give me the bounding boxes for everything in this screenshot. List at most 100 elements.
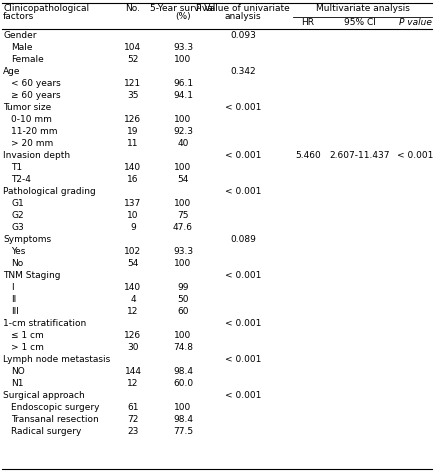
Text: 98.4: 98.4 — [173, 415, 193, 424]
Text: 100: 100 — [174, 163, 192, 172]
Text: 137: 137 — [125, 199, 141, 208]
Text: 75: 75 — [177, 211, 189, 220]
Text: 72: 72 — [127, 415, 139, 424]
Text: 4: 4 — [130, 295, 136, 304]
Text: 30: 30 — [127, 343, 139, 352]
Text: 0.089: 0.089 — [230, 235, 256, 244]
Text: No: No — [11, 259, 23, 268]
Text: 35: 35 — [127, 91, 139, 100]
Text: 54: 54 — [178, 175, 189, 184]
Text: analysis: analysis — [225, 12, 261, 21]
Text: Invasion depth: Invasion depth — [3, 151, 70, 160]
Text: 60: 60 — [177, 307, 189, 316]
Text: P Value of univariate: P Value of univariate — [196, 4, 290, 13]
Text: 23: 23 — [127, 427, 139, 436]
Text: 104: 104 — [125, 43, 141, 52]
Text: 61: 61 — [127, 403, 139, 412]
Text: (%): (%) — [175, 12, 191, 21]
Text: < 0.001: < 0.001 — [225, 187, 261, 196]
Text: Transanal resection: Transanal resection — [11, 415, 99, 424]
Text: Age: Age — [3, 67, 20, 76]
Text: 100: 100 — [174, 331, 192, 340]
Text: > 20 mm: > 20 mm — [11, 139, 53, 148]
Text: 93.3: 93.3 — [173, 247, 193, 256]
Text: 47.6: 47.6 — [173, 223, 193, 232]
Text: 77.5: 77.5 — [173, 427, 193, 436]
Text: < 0.001: < 0.001 — [225, 271, 261, 280]
Text: Radical surgery: Radical surgery — [11, 427, 82, 436]
Text: G2: G2 — [11, 211, 23, 220]
Text: 100: 100 — [174, 403, 192, 412]
Text: Surgical approach: Surgical approach — [3, 391, 85, 400]
Text: 12: 12 — [127, 307, 139, 316]
Text: < 0.001: < 0.001 — [225, 391, 261, 400]
Text: Yes: Yes — [11, 247, 25, 256]
Text: 2.607-11.437: 2.607-11.437 — [330, 151, 390, 160]
Text: No.: No. — [125, 4, 141, 13]
Text: Tumor size: Tumor size — [3, 103, 51, 112]
Text: 1-cm stratification: 1-cm stratification — [3, 319, 86, 328]
Text: 96.1: 96.1 — [173, 79, 193, 88]
Text: 11-20 mm: 11-20 mm — [11, 127, 57, 136]
Text: 93.3: 93.3 — [173, 43, 193, 52]
Text: T1: T1 — [11, 163, 22, 172]
Text: 40: 40 — [178, 139, 189, 148]
Text: 100: 100 — [174, 115, 192, 124]
Text: < 60 years: < 60 years — [11, 79, 61, 88]
Text: 10: 10 — [127, 211, 139, 220]
Text: Multivariate analysis: Multivariate analysis — [316, 4, 409, 13]
Text: 140: 140 — [125, 283, 141, 292]
Text: 126: 126 — [125, 115, 141, 124]
Text: 144: 144 — [125, 367, 141, 376]
Text: 12: 12 — [127, 379, 139, 388]
Text: 98.4: 98.4 — [173, 367, 193, 376]
Text: 74.8: 74.8 — [173, 343, 193, 352]
Text: 11: 11 — [127, 139, 139, 148]
Text: 121: 121 — [125, 79, 141, 88]
Text: 100: 100 — [174, 259, 192, 268]
Text: 99: 99 — [177, 283, 189, 292]
Text: Pathological grading: Pathological grading — [3, 187, 96, 196]
Text: Symptoms: Symptoms — [3, 235, 51, 244]
Text: < 0.001: < 0.001 — [397, 151, 433, 160]
Text: 126: 126 — [125, 331, 141, 340]
Text: 102: 102 — [125, 247, 141, 256]
Text: II: II — [11, 295, 16, 304]
Text: factors: factors — [3, 12, 34, 21]
Text: Gender: Gender — [3, 31, 36, 40]
Text: > 1 cm: > 1 cm — [11, 343, 44, 352]
Text: III: III — [11, 307, 19, 316]
Text: I: I — [11, 283, 13, 292]
Text: G1: G1 — [11, 199, 24, 208]
Text: 52: 52 — [127, 55, 139, 64]
Text: 140: 140 — [125, 163, 141, 172]
Text: HR: HR — [302, 18, 315, 27]
Text: 9: 9 — [130, 223, 136, 232]
Text: Female: Female — [11, 55, 44, 64]
Text: 0.342: 0.342 — [230, 67, 256, 76]
Text: 100: 100 — [174, 199, 192, 208]
Text: 100: 100 — [174, 55, 192, 64]
Text: < 0.001: < 0.001 — [225, 355, 261, 364]
Text: 0-10 mm: 0-10 mm — [11, 115, 52, 124]
Text: Male: Male — [11, 43, 33, 52]
Text: < 0.001: < 0.001 — [225, 319, 261, 328]
Text: Clinicopathological: Clinicopathological — [3, 4, 89, 13]
Text: ≥ 60 years: ≥ 60 years — [11, 91, 61, 100]
Text: 95% CI: 95% CI — [344, 18, 376, 27]
Text: P value: P value — [398, 18, 431, 27]
Text: Endoscopic surgery: Endoscopic surgery — [11, 403, 99, 412]
Text: < 0.001: < 0.001 — [225, 103, 261, 112]
Text: NO: NO — [11, 367, 25, 376]
Text: 5.460: 5.460 — [295, 151, 321, 160]
Text: 16: 16 — [127, 175, 139, 184]
Text: Lymph node metastasis: Lymph node metastasis — [3, 355, 110, 364]
Text: G3: G3 — [11, 223, 24, 232]
Text: ≤ 1 cm: ≤ 1 cm — [11, 331, 44, 340]
Text: T2-4: T2-4 — [11, 175, 31, 184]
Text: 92.3: 92.3 — [173, 127, 193, 136]
Text: N1: N1 — [11, 379, 23, 388]
Text: < 0.001: < 0.001 — [225, 151, 261, 160]
Text: 60.0: 60.0 — [173, 379, 193, 388]
Text: 54: 54 — [127, 259, 139, 268]
